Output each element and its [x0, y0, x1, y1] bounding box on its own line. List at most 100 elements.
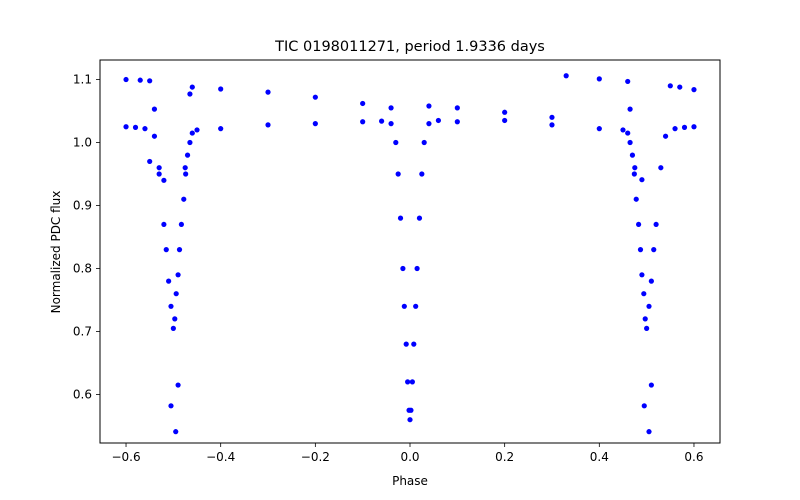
data-point: [189, 84, 195, 90]
data-point: [409, 379, 415, 385]
plot-area: [123, 73, 697, 435]
data-point: [147, 158, 153, 165]
data-point: [596, 76, 602, 82]
data-point: [596, 126, 602, 132]
x-axis-label: Phase: [392, 474, 428, 488]
data-point: [187, 91, 193, 97]
data-point: [413, 303, 419, 309]
data-point: [563, 73, 569, 79]
data-point: [426, 121, 432, 127]
data-point: [637, 247, 644, 253]
data-point: [218, 86, 224, 92]
data-point: [691, 124, 697, 130]
data-point: [182, 165, 188, 171]
data-point: [161, 177, 167, 183]
data-point: [401, 303, 407, 309]
data-point: [407, 417, 413, 423]
data-point: [677, 84, 683, 90]
y-tick-label: 1.1: [73, 73, 92, 87]
data-point: [156, 165, 162, 171]
data-point: [405, 379, 411, 385]
data-point: [168, 403, 174, 409]
data-point: [187, 139, 193, 146]
x-tick-label: −0.2: [301, 450, 330, 464]
data-point: [137, 77, 143, 83]
x-axis: −0.6 −0.4 −0.2 0.0 0.2 0.4 0.6: [111, 443, 704, 464]
data-point: [312, 121, 318, 127]
data-point: [181, 196, 187, 202]
data-point: [142, 126, 148, 132]
data-point: [651, 247, 657, 253]
data-point: [388, 121, 394, 127]
data-point: [502, 117, 508, 124]
data-point: [549, 114, 555, 120]
data-point: [360, 119, 366, 125]
series-upper-band-segments: [123, 73, 697, 120]
data-point: [194, 127, 200, 133]
data-point: [629, 152, 636, 158]
data-point: [435, 117, 441, 124]
data-point: [662, 133, 669, 139]
data-point: [161, 221, 167, 228]
data-point: [218, 126, 224, 132]
data-point: [184, 152, 191, 158]
data-point: [633, 196, 639, 202]
data-point: [658, 165, 664, 171]
data-point: [644, 325, 650, 331]
data-points: [123, 73, 697, 435]
data-point: [170, 325, 176, 331]
data-point: [147, 78, 153, 84]
data-point: [625, 130, 631, 136]
x-tick-label: 0.6: [684, 450, 703, 464]
data-point: [379, 118, 385, 124]
data-point: [653, 221, 659, 228]
data-point: [388, 105, 394, 111]
data-point: [151, 133, 158, 139]
data-point: [646, 429, 652, 435]
data-point: [639, 272, 645, 278]
data-point: [176, 247, 183, 253]
data-point: [454, 105, 460, 111]
data-point: [419, 171, 425, 177]
y-tick-label: 0.7: [73, 325, 92, 339]
data-point: [173, 429, 179, 435]
x-tick-label: −0.4: [206, 450, 235, 464]
data-point: [393, 139, 399, 146]
data-point: [416, 215, 423, 221]
x-tick-label: −0.6: [111, 450, 140, 464]
data-point: [178, 221, 184, 228]
data-point: [166, 278, 172, 284]
data-point: [672, 126, 678, 132]
data-point: [132, 124, 139, 130]
data-point: [151, 106, 158, 112]
data-point: [691, 87, 697, 93]
data-point: [625, 78, 631, 85]
data-point: [648, 278, 654, 284]
data-point: [620, 127, 626, 133]
data-point: [632, 165, 638, 171]
data-point: [189, 130, 195, 136]
data-point: [408, 407, 414, 413]
series-outlier-points: [147, 91, 654, 435]
data-point: [627, 106, 633, 112]
x-tick-label: 0.4: [590, 450, 609, 464]
data-point: [123, 76, 129, 83]
data-point: [395, 171, 401, 177]
data-point: [265, 89, 271, 95]
data-point: [175, 382, 181, 388]
data-point: [627, 139, 633, 146]
data-point: [642, 316, 648, 322]
data-point: [648, 382, 654, 388]
data-point: [549, 122, 555, 128]
data-point: [173, 291, 179, 297]
data-point: [646, 303, 652, 309]
data-point: [421, 139, 427, 146]
y-axis-label: Normalized PDC flux: [49, 191, 63, 314]
data-point: [360, 100, 366, 107]
data-point: [168, 303, 174, 309]
data-point: [631, 171, 637, 177]
data-point: [163, 247, 169, 253]
y-tick-label: 0.6: [73, 387, 92, 401]
